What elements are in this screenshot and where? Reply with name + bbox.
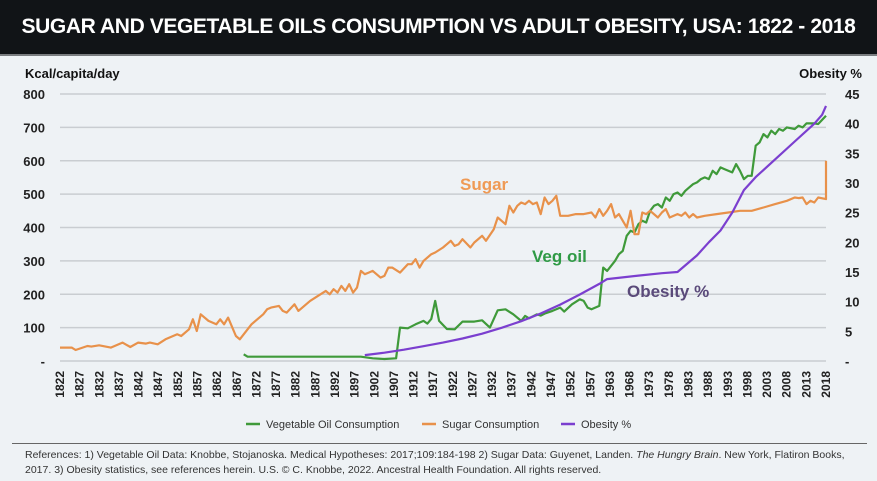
y-tick-label: 200	[23, 287, 45, 302]
x-tick-label: 1957	[583, 371, 597, 398]
y2-tick-label: 15	[845, 265, 859, 280]
y-tick-label: -	[41, 354, 45, 369]
x-tick-label: 2003	[760, 371, 774, 398]
x-tick-label: 1947	[544, 371, 558, 398]
y2-tick-label: 45	[845, 87, 859, 102]
legend: Vegetable Oil Consumption Sugar Consumpti…	[246, 419, 631, 431]
y2-tick-label: 40	[845, 117, 859, 132]
y-tick-label: 400	[23, 221, 45, 236]
x-tick-label: 1973	[642, 371, 656, 398]
legend-label: Vegetable Oil Consumption	[266, 419, 399, 431]
y2-tick-label: 25	[845, 206, 859, 221]
gridlines	[60, 93, 826, 362]
y-tick-label: 600	[23, 154, 45, 169]
y-axis-ticks: 800 700 600 500 400 300 200 100 -	[23, 87, 45, 369]
y2-tick-label: 30	[845, 176, 859, 191]
references-text-2: . New York, Flatiron Books, 2017. 3) Obe…	[25, 449, 845, 476]
x-tick-label: 1892	[328, 371, 342, 398]
x-tick-label: 1867	[230, 371, 244, 398]
y-tick-label: 800	[23, 87, 45, 102]
x-tick-label: 1897	[348, 371, 362, 398]
x-tick-label: 1937	[505, 371, 519, 398]
annotation-sugar: Sugar	[460, 175, 509, 194]
x-tick-label: 1988	[701, 371, 715, 398]
x-tick-label: 1952	[564, 371, 578, 398]
x-tick-label: 1963	[603, 371, 617, 398]
y2-tick-label: 20	[845, 235, 859, 250]
x-tick-label: 1922	[446, 371, 460, 398]
x-tick-label: 1993	[721, 371, 735, 398]
series-line-vegetable-oil-consumption	[243, 114, 827, 361]
y2-axis-ticks: 45 40 35 30 25 20 15 10 5 -	[845, 87, 859, 369]
x-tick-label: 1932	[485, 371, 499, 398]
x-tick-label: 1902	[367, 371, 381, 398]
annotation-veg-oil: Veg oil	[532, 247, 587, 266]
x-tick-label: 2008	[780, 371, 794, 398]
x-tick-label: 1837	[112, 371, 126, 398]
x-tick-label: 1907	[387, 371, 401, 398]
title-bar: SUGAR AND VEGETABLE OILS CONSUMPTION VS …	[0, 0, 877, 56]
x-tick-label: 1912	[407, 371, 421, 398]
chart-title: SUGAR AND VEGETABLE OILS CONSUMPTION VS …	[21, 15, 856, 38]
y-tick-label: 300	[23, 254, 45, 269]
y-tick-label: 700	[23, 120, 45, 135]
x-tick-label: 2018	[819, 371, 833, 398]
y-axis-title: Kcal/capita/day	[25, 66, 120, 81]
x-axis-ticks: 1822 1827 1832 1837 1842 1847 1852 1857 1862 1867…	[53, 371, 833, 398]
x-tick-label: 1862	[210, 371, 224, 398]
x-tick-label: 1872	[249, 371, 263, 398]
footer-divider	[12, 443, 867, 444]
x-tick-label: 1857	[190, 371, 204, 398]
x-tick-label: 1827	[73, 371, 87, 398]
y-tick-label: 500	[23, 187, 45, 202]
x-tick-label: 1998	[740, 371, 754, 398]
x-tick-label: 1852	[171, 371, 185, 398]
x-tick-label: 1968	[623, 371, 637, 398]
x-tick-label: 1847	[151, 371, 165, 398]
series-lines	[60, 105, 828, 361]
x-tick-label: 1927	[465, 371, 479, 398]
legend-label: Obesity %	[581, 419, 631, 431]
x-tick-label: 1877	[269, 371, 283, 398]
references-footer: References: 1) Vegetable Oil Data: Knobb…	[25, 448, 865, 478]
references-text-1: References: 1) Vegetable Oil Data: Knobb…	[25, 449, 637, 461]
y-tick-label: 100	[23, 321, 45, 336]
series-line-sugar-consumption	[60, 160, 828, 352]
x-tick-label: 1983	[682, 371, 696, 398]
x-tick-label: 1842	[132, 371, 146, 398]
x-tick-label: 1887	[308, 371, 322, 398]
y2-axis-title: Obesity %	[799, 66, 862, 81]
x-tick-label: 1917	[426, 371, 440, 398]
x-tick-label: 1882	[289, 371, 303, 398]
y2-tick-label: 10	[845, 295, 859, 310]
x-tick-label: 1822	[53, 371, 67, 398]
y2-tick-label: -	[845, 354, 849, 369]
y2-tick-label: 35	[845, 146, 859, 161]
x-tick-label: 1942	[524, 371, 538, 398]
references-book-title: The Hungry Brain	[636, 449, 719, 461]
x-tick-label: 2013	[799, 371, 813, 398]
y2-tick-label: 5	[845, 324, 852, 339]
series-line-obesity	[364, 105, 828, 357]
legend-label: Sugar Consumption	[442, 419, 539, 431]
x-tick-label: 1978	[662, 371, 676, 398]
x-tick-label: 1832	[92, 371, 106, 398]
annotation-obesity: Obesity %	[627, 282, 709, 301]
